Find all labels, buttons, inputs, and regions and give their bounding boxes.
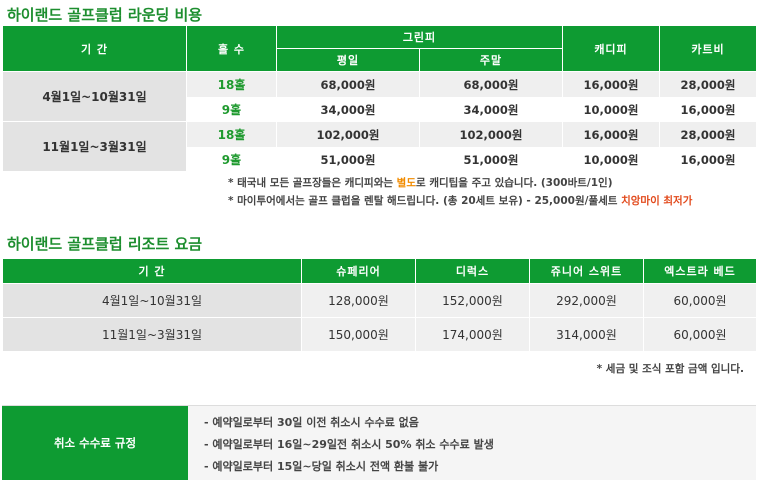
- resort-header-extra-bed: 엑스트라 베드: [643, 258, 757, 284]
- cancellation-item: - 예약일로부터 30일 이전 취소시 수수료 없음: [204, 416, 419, 429]
- weekend-fee-cell: 51,000원: [419, 147, 563, 172]
- round-fee-title: 하이랜드 골프클럽 라운딩 비용: [7, 6, 203, 24]
- note-text: * 태국내 모든 골프장들은 캐디피와는: [228, 177, 397, 189]
- table-row: 4월1일~10월31일 128,000원 152,000원 292,000원 6…: [2, 283, 757, 318]
- header-weekday: 평일: [276, 48, 420, 72]
- deluxe-rate-cell: 174,000원: [415, 317, 530, 352]
- table-row: 11월1일~3월31일 150,000원 174,000원 314,000원 6…: [2, 317, 757, 352]
- deluxe-rate-cell: 152,000원: [415, 283, 530, 318]
- period-cell: 11월1일~3월31일: [2, 317, 302, 352]
- cancellation-item: - 예약일로부터 16일~29일전 취소시 50% 취소 수수료 발생: [204, 438, 494, 451]
- cancellation-label: 취소 수수료 규정: [2, 406, 188, 480]
- tax-breakfast-note: * 세금 및 조식 포함 금액 입니다.: [596, 363, 744, 375]
- holes-cell: 9홀: [186, 147, 277, 172]
- junior-suite-rate-cell: 314,000원: [529, 317, 644, 352]
- resort-rate-title: 하이랜드 골프클럽 리조트 요금: [7, 235, 203, 253]
- header-caddie: 캐디피: [562, 25, 660, 72]
- resort-header-superior: 슈페리어: [301, 258, 416, 284]
- note-text: 로 캐디팁을 주고 있습니다. (300바트/1인): [416, 177, 613, 189]
- weekend-fee-cell: 102,000원: [419, 121, 563, 148]
- caddie-fee-cell: 10,000원: [562, 147, 660, 172]
- round-fee-table: 기 간 홀 수 그린피 캐디피 카트비 평일 주말 4월1일~10월31일 18…: [2, 25, 757, 172]
- weekday-fee-cell: 68,000원: [276, 71, 420, 98]
- cart-fee-cell: 28,000원: [659, 71, 757, 98]
- resort-header-period: 기 간: [2, 258, 302, 284]
- header-cart: 카트비: [659, 25, 757, 72]
- caddie-tip-note: * 태국내 모든 골프장들은 캐디피와는 별도로 캐디팁을 주고 있습니다. (…: [228, 175, 613, 190]
- table-row: 11월1일~3월31일 18홀 102,000원 102,000원 16,000…: [2, 121, 757, 172]
- junior-suite-rate-cell: 292,000원: [529, 283, 644, 318]
- resort-header-deluxe: 디럭스: [415, 258, 530, 284]
- period-cell: 4월1일~10월31일: [2, 71, 187, 122]
- table-row: 9홀 34,000원 34,000원 10,000원 16,000원: [3, 97, 757, 122]
- cart-fee-cell: 16,000원: [659, 97, 757, 122]
- cart-fee-cell: 16,000원: [659, 147, 757, 172]
- resort-rate-table: 기 간 슈페리어 디럭스 쥬니어 스위트 엑스트라 베드 4월1일~10월31일…: [2, 258, 757, 352]
- note-highlight: 별도: [396, 177, 416, 189]
- table-row: 4월1일~10월31일 18홀 68,000원 68,000원 16,000원 …: [2, 71, 757, 122]
- weekday-fee-cell: 34,000원: [276, 97, 420, 122]
- weekday-fee-cell: 102,000원: [276, 121, 420, 148]
- cancellation-item: - 예약일로부터 15일~당일 취소시 전액 환불 불가: [204, 460, 439, 473]
- caddie-fee-cell: 10,000원: [562, 97, 660, 122]
- superior-rate-cell: 128,000원: [301, 283, 416, 318]
- header-holes: 홀 수: [186, 25, 277, 72]
- weekday-fee-cell: 51,000원: [276, 147, 420, 172]
- header-green-fee: 그린피: [276, 25, 563, 49]
- holes-cell: 9홀: [186, 97, 277, 122]
- weekend-fee-cell: 68,000원: [419, 71, 563, 98]
- holes-cell: 18홀: [186, 121, 277, 148]
- extra-bed-rate-cell: 60,000원: [643, 283, 757, 318]
- note-text: * 마이투어에서는 골프 클럽을 렌탈 해드립니다. (총 20세트 보유) -…: [228, 195, 622, 207]
- extra-bed-rate-cell: 60,000원: [643, 317, 757, 352]
- period-cell: 11월1일~3월31일: [2, 121, 187, 172]
- caddie-fee-cell: 16,000원: [562, 121, 660, 148]
- cart-fee-cell: 28,000원: [659, 121, 757, 148]
- weekend-fee-cell: 34,000원: [419, 97, 563, 122]
- table-row: 9홀 51,000원 51,000원 10,000원 16,000원: [3, 147, 757, 172]
- holes-cell: 18홀: [186, 71, 277, 98]
- club-rental-note: * 마이투어에서는 골프 클럽을 렌탈 해드립니다. (총 20세트 보유) -…: [228, 193, 692, 208]
- superior-rate-cell: 150,000원: [301, 317, 416, 352]
- caddie-fee-cell: 16,000원: [562, 71, 660, 98]
- resort-header-junior-suite: 쥬니어 스위트: [529, 258, 644, 284]
- lowest-price-highlight: 치앙마이 최저가: [621, 195, 693, 207]
- cancellation-policy: 취소 수수료 규정 - 예약일로부터 30일 이전 취소시 수수료 없음 - 예…: [2, 405, 756, 480]
- period-cell: 4월1일~10월31일: [2, 283, 302, 318]
- header-period: 기 간: [2, 25, 187, 72]
- header-weekend: 주말: [419, 48, 563, 72]
